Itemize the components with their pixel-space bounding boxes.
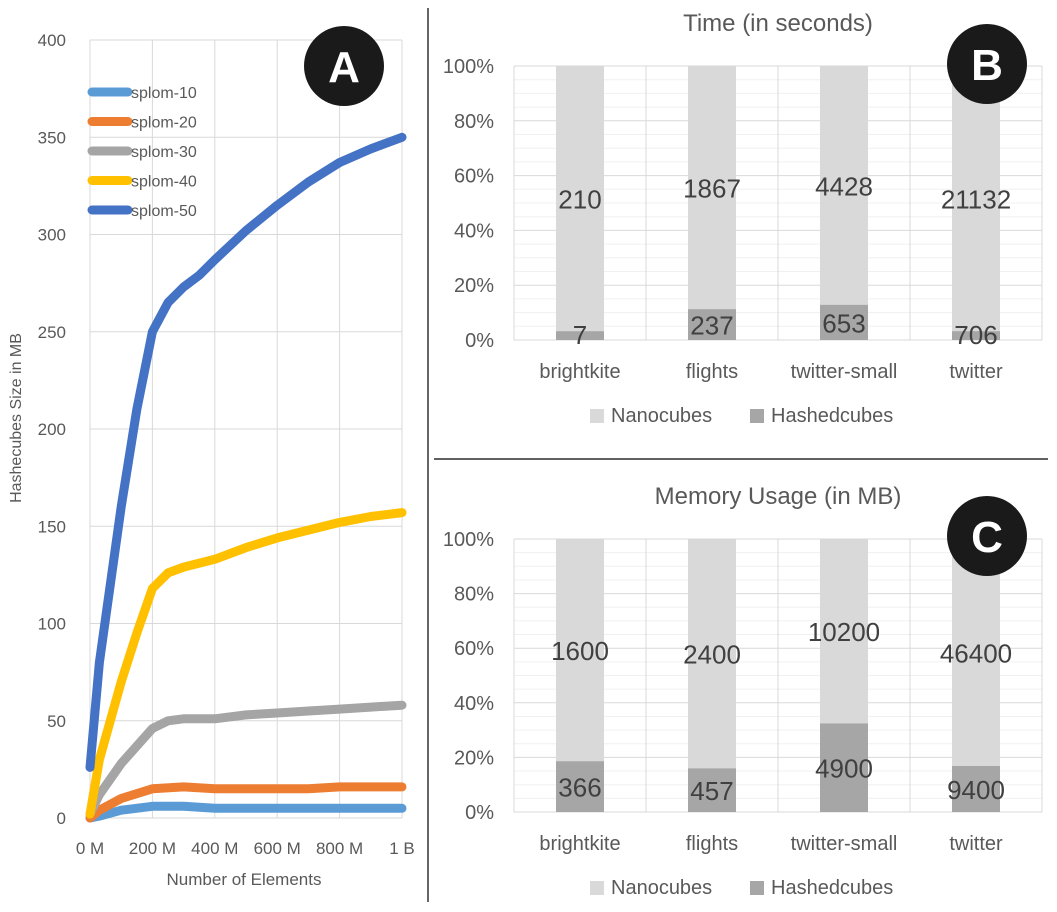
legend-label: splom-40 <box>131 174 197 191</box>
bar-segment-hashedcubes <box>820 723 868 812</box>
panel-badge-letter: B <box>971 41 1003 90</box>
data-label-hashedcubes: 7 <box>573 320 587 350</box>
y-tick-label: 400 <box>38 31 66 50</box>
bar-chart-memory-usage: Memory Usage (in MB) 0% 20% 40% 60% 80% 100% 16… <box>443 483 1043 899</box>
data-label-hashedcubes: 366 <box>558 773 601 803</box>
series-line-splom-10 <box>85 801 407 823</box>
panel-badge-circle <box>304 26 384 106</box>
data-label-nanocubes: 2400 <box>683 640 741 670</box>
legend-swatch-hashedcubes <box>750 409 764 423</box>
bar-segment-hashedcubes <box>688 768 736 812</box>
x-tick-label: brightkite <box>539 361 620 383</box>
panel-badge-circle <box>947 496 1027 576</box>
line-chart-hashedcubes-size: 0 50 100 150 200 250 300 350 400 0 M 200 M 400 M 600… <box>8 26 415 889</box>
x-tick-label: twitter-small <box>791 833 898 855</box>
y-tick-label: 80% <box>454 584 494 606</box>
x-tick-label: twitter <box>949 361 1003 383</box>
x-tick-label: 800 M <box>316 839 363 858</box>
data-label-hashedcubes: 237 <box>690 311 733 341</box>
data-label-hashedcubes: 4900 <box>815 754 873 784</box>
panel-badge-circle <box>947 24 1027 104</box>
x-tick-label: flights <box>686 833 738 855</box>
y-tick-label: 60% <box>454 166 494 188</box>
data-label-nanocubes: 10200 <box>808 617 880 647</box>
x-tick-label: 0 M <box>76 839 104 858</box>
legend-label: Hashedcubes <box>771 405 893 427</box>
legend-label: splom-50 <box>131 203 197 220</box>
y-tick-label: 0% <box>465 330 494 352</box>
series-line-splom-50 <box>85 132 407 772</box>
x-tick-label: flights <box>686 361 738 383</box>
bar-segment-nanocubes <box>688 66 736 310</box>
panel-badge-letter: C <box>971 513 1003 562</box>
legend-label: Nanocubes <box>611 405 712 427</box>
y-tick-label: 0% <box>465 802 494 824</box>
x-tick-label: twitter <box>949 833 1003 855</box>
bar-segment-nanocubes <box>952 539 1000 767</box>
bar-segment-nanocubes <box>952 66 1000 332</box>
legend-label: splom-20 <box>131 115 197 132</box>
legend-label: splom-30 <box>131 144 197 161</box>
x-tick-label: twitter-small <box>791 361 898 383</box>
data-label-nanocubes: 21132 <box>941 185 1011 215</box>
data-label-hashedcubes: 653 <box>822 308 865 338</box>
x-tick-label: 400 M <box>191 839 238 858</box>
bar-segment-nanocubes <box>820 66 868 305</box>
bar-segment-hashedcubes <box>820 304 868 340</box>
x-axis-title: Number of Elements <box>167 870 322 889</box>
data-label-nanocubes: 46400 <box>940 639 1012 669</box>
y-axis-title: Hashecubes Size in MB <box>8 333 25 503</box>
series-line-splom-40 <box>85 508 407 819</box>
y-tick-label: 100% <box>443 56 494 78</box>
y-tick-label: 40% <box>454 220 494 242</box>
x-tick-label: 1 B <box>389 839 415 858</box>
bar-segment-nanocubes <box>820 539 868 724</box>
data-label-nanocubes: 4428 <box>815 171 873 201</box>
legend-swatch-hashedcubes <box>750 881 764 895</box>
y-tick-label: 60% <box>454 638 494 660</box>
y-tick-label: 350 <box>38 128 66 147</box>
y-tick-label: 300 <box>38 226 66 245</box>
y-tick-label: 100 <box>38 615 66 634</box>
y-tick-label: 200 <box>38 420 66 439</box>
bar-segment-nanocubes <box>688 539 736 769</box>
panel-badge-letter: A <box>328 43 360 92</box>
bar-segment-hashedcubes <box>952 766 1000 812</box>
bar-segment-hashedcubes <box>952 331 1000 340</box>
y-tick-label: 50 <box>47 712 66 731</box>
data-label-nanocubes: 1867 <box>683 174 741 204</box>
legend-label: splom-10 <box>131 85 197 102</box>
bar-segment-nanocubes <box>556 66 604 332</box>
chart-title: Memory Usage (in MB) <box>655 483 902 510</box>
x-tick-label: brightkite <box>539 833 620 855</box>
legend-swatch-nanocubes <box>590 881 604 895</box>
data-label-hashedcubes: 457 <box>690 776 733 806</box>
y-tick-label: 0 <box>57 809 66 828</box>
legend-swatch-nanocubes <box>590 409 604 423</box>
data-label-hashedcubes: 706 <box>954 320 997 350</box>
data-label-hashedcubes: 9400 <box>947 775 1005 805</box>
legend-label: Hashedcubes <box>771 877 893 899</box>
y-tick-label: 20% <box>454 275 494 297</box>
series-line-splom-20 <box>85 782 407 823</box>
bar-segment-hashedcubes <box>556 761 604 812</box>
y-tick-label: 20% <box>454 747 494 769</box>
y-tick-label: 100% <box>443 529 494 551</box>
bar-segment-hashedcubes <box>688 309 736 340</box>
bar-chart-time: Time (in seconds) 0% 20% 40% 60% 80% 100% 210 7 b… <box>443 10 1043 427</box>
series-line-splom-30 <box>85 700 407 819</box>
y-tick-label: 250 <box>38 323 66 342</box>
x-tick-label: 600 M <box>254 839 301 858</box>
y-tick-label: 80% <box>454 111 494 133</box>
bar-segment-hashedcubes <box>556 331 604 340</box>
x-tick-label: 200 M <box>129 839 176 858</box>
y-tick-label: 150 <box>38 517 66 536</box>
legend-label: Nanocubes <box>611 877 712 899</box>
data-label-nanocubes: 210 <box>558 185 601 215</box>
bar-segment-nanocubes <box>556 539 604 762</box>
chart-title: Time (in seconds) <box>683 10 873 37</box>
data-label-nanocubes: 1600 <box>551 636 609 666</box>
y-tick-label: 40% <box>454 693 494 715</box>
